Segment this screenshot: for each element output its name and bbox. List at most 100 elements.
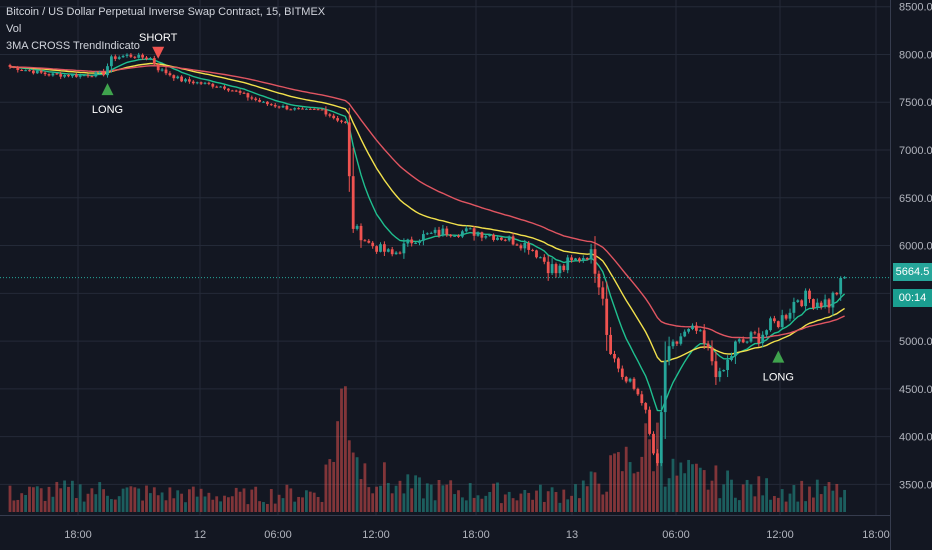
volume-bar bbox=[285, 484, 289, 512]
long-signal-label: LONG bbox=[92, 104, 123, 116]
candle-body bbox=[515, 244, 519, 246]
candle-body bbox=[519, 245, 523, 249]
candle-body bbox=[656, 453, 659, 464]
candle-body bbox=[71, 74, 74, 77]
volume-bar bbox=[332, 461, 336, 512]
volume-bar bbox=[394, 485, 398, 512]
volume-bar bbox=[765, 478, 768, 512]
volume-bar bbox=[601, 494, 605, 512]
candle-body bbox=[90, 76, 94, 78]
volume-bar bbox=[663, 486, 667, 512]
volume-bar bbox=[82, 501, 86, 512]
price-tick-label: 8500.0 bbox=[899, 2, 932, 14]
candle-body bbox=[86, 75, 90, 77]
volume-bar bbox=[695, 463, 698, 512]
trade-signals: LONG SHORT LONG bbox=[92, 32, 794, 384]
price-tick-label: 7000.0 bbox=[899, 145, 932, 157]
candle-body bbox=[133, 56, 137, 58]
volume-bar bbox=[63, 480, 66, 512]
volume-bar bbox=[223, 495, 226, 512]
volume-bar bbox=[515, 500, 519, 512]
volume-bar bbox=[698, 467, 702, 512]
volume-bar bbox=[714, 465, 718, 512]
candle-body bbox=[188, 79, 191, 82]
volume-bar bbox=[215, 496, 219, 512]
volume-bar bbox=[110, 499, 113, 512]
volume-bar bbox=[722, 484, 726, 512]
volume-bar bbox=[141, 500, 144, 512]
candle-body bbox=[753, 332, 757, 334]
volume-bar bbox=[835, 483, 839, 512]
volume-bar bbox=[453, 494, 456, 512]
candle-body bbox=[574, 258, 577, 261]
candle-body bbox=[722, 370, 726, 372]
candle-body bbox=[219, 86, 222, 88]
short-signal-label: SHORT bbox=[139, 32, 178, 44]
volume-bar bbox=[406, 474, 410, 512]
volume-bar bbox=[149, 493, 152, 512]
volume-bar bbox=[39, 488, 43, 512]
volume-bar bbox=[437, 480, 441, 512]
candle-body bbox=[379, 244, 382, 252]
price-tick-label: 3500.0 bbox=[899, 479, 932, 491]
candle-body bbox=[761, 334, 765, 344]
candle-body bbox=[180, 76, 183, 82]
candle-body bbox=[359, 225, 363, 241]
volume-bar bbox=[484, 495, 488, 512]
volume-bar bbox=[184, 502, 187, 512]
candle-body bbox=[527, 243, 531, 250]
candle-body bbox=[24, 70, 27, 72]
volume-bar bbox=[20, 493, 24, 512]
volume-bar bbox=[500, 503, 503, 512]
candle-body bbox=[769, 318, 772, 331]
volume-bar bbox=[449, 480, 453, 512]
candle-body bbox=[546, 261, 550, 274]
candle-body bbox=[835, 292, 839, 295]
volume-bar bbox=[168, 487, 172, 512]
candle-body bbox=[726, 359, 729, 371]
candle-body bbox=[695, 325, 698, 331]
candle-body bbox=[110, 56, 113, 67]
volume-bar bbox=[125, 487, 129, 512]
candle-body bbox=[55, 73, 59, 75]
volume-bar bbox=[578, 498, 581, 512]
candle-body bbox=[539, 257, 542, 259]
volume-bar bbox=[78, 484, 82, 512]
time-tick-label: 12:00 bbox=[766, 529, 794, 541]
candle-body bbox=[211, 83, 215, 87]
candle-body bbox=[230, 90, 234, 92]
volume-bar bbox=[35, 486, 39, 512]
candle-body bbox=[297, 108, 300, 110]
volume-bar bbox=[324, 464, 328, 512]
volume-bar bbox=[422, 498, 425, 512]
candle-body bbox=[437, 229, 441, 236]
volume-bar bbox=[628, 462, 632, 512]
candle-body bbox=[242, 92, 246, 94]
candle-body bbox=[316, 109, 320, 111]
candle-body bbox=[12, 66, 16, 68]
candle-body bbox=[195, 82, 199, 84]
candle-body bbox=[570, 257, 573, 261]
volume-bar bbox=[652, 471, 655, 512]
candle-body bbox=[117, 57, 121, 59]
candle-body bbox=[78, 75, 82, 77]
volume-bar bbox=[671, 458, 675, 512]
volume-bar bbox=[531, 499, 534, 512]
volume-bar bbox=[593, 472, 597, 512]
time-tick-label: 12 bbox=[194, 529, 206, 541]
volume-bar bbox=[293, 501, 297, 512]
chart-title: Bitcoin / US Dollar Perpetual Inverse Sw… bbox=[6, 6, 326, 18]
candle-body bbox=[422, 234, 425, 241]
volume-bar bbox=[539, 484, 542, 512]
candle-body bbox=[160, 69, 164, 71]
time-tick-label: 06:00 bbox=[662, 529, 690, 541]
volume-bar bbox=[351, 452, 355, 512]
time-axis: 18:00 12 06:00 12:00 18:00 13 06:00 12:00 18:00 bbox=[0, 515, 890, 550]
candle-body bbox=[839, 277, 843, 295]
candle-body bbox=[332, 115, 336, 119]
candle-body bbox=[698, 330, 702, 332]
volume-bar bbox=[273, 503, 277, 512]
candle-body bbox=[262, 101, 265, 103]
volume-bar bbox=[219, 501, 222, 512]
